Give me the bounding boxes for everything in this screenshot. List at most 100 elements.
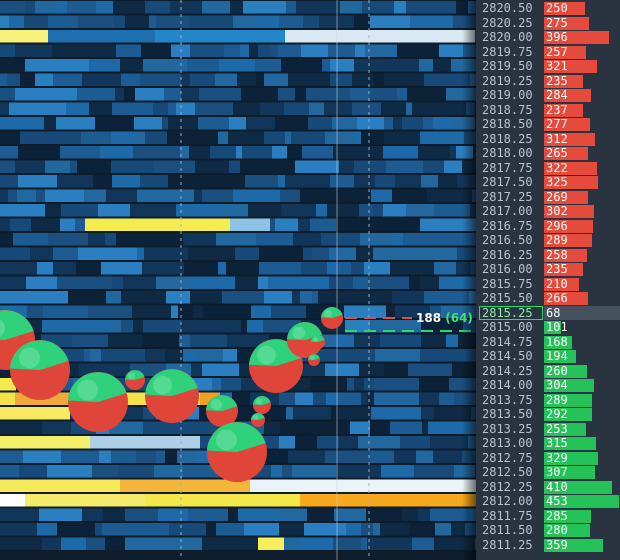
ladder-row-ask[interactable]: 2816.75 296 [476, 219, 620, 233]
ladder-row-bid[interactable]: 2812.75 329 [476, 451, 620, 465]
ladder-row-ask[interactable]: 2819.50 321 [476, 59, 620, 73]
ask-size-bar [544, 219, 593, 233]
ladder-row-bid[interactable]: 2813.25 253 [476, 422, 620, 436]
ladder-row-ask[interactable]: 2820.25 275 [476, 16, 620, 30]
ladder-row-ask[interactable]: 2818.50 277 [476, 117, 620, 131]
price-label: 2819.25 [482, 73, 533, 88]
bid-size-bar [544, 495, 619, 508]
price-label: 2813.00 [482, 436, 533, 450]
ladder-row-bid[interactable]: 2815.00 101 [476, 320, 620, 334]
ask-size-bar [544, 277, 579, 291]
ladder-row-bid[interactable]: 2812.00 453 [476, 494, 620, 508]
price-label: 2815.50 [482, 291, 533, 305]
ladder-row-ask[interactable]: 2819.75 257 [476, 45, 620, 59]
price-label: 2813.50 [482, 407, 533, 421]
ladder-row-bid[interactable]: 2814.25 260 [476, 364, 620, 378]
ladder-row-ask[interactable]: 2819.00 284 [476, 88, 620, 102]
ladder-row-ask[interactable]: 2816.25 258 [476, 248, 620, 262]
ladder-row-ask[interactable]: 2817.25 269 [476, 190, 620, 204]
bid-size-bar [544, 524, 590, 537]
price-label: 2813.75 [482, 392, 533, 407]
price-label: 2818.75 [482, 102, 533, 117]
price-label: 2820.00 [482, 30, 533, 44]
last-size-label: 68 [546, 305, 561, 320]
ask-size-label: 250 [546, 1, 568, 15]
price-label: 2813.25 [482, 421, 533, 436]
bid-size-label: 260 [546, 363, 568, 378]
ladder-row-ask[interactable]: 2816.50 289 [476, 233, 620, 247]
price-label: 2819.50 [482, 59, 533, 73]
price-label: 2818.50 [482, 117, 533, 131]
ladder-row-ask[interactable]: 2817.00 302 [476, 204, 620, 218]
ladder-row-ask[interactable]: 2818.00 265 [476, 146, 620, 160]
ladder-row-bid[interactable]: 2814.00 304 [476, 378, 620, 392]
ladder-row-bid[interactable]: 2813.75 289 [476, 393, 620, 407]
ask-size-bar [544, 89, 591, 102]
ladder-row-ask[interactable]: 2815.50 266 [476, 291, 620, 305]
ladder-row-bid[interactable]: 2811.25 359 [476, 538, 620, 552]
ladder-row-bid[interactable]: 2812.25 410 [476, 480, 620, 494]
liquidity-streak [230, 218, 270, 231]
price-label: 2817.50 [482, 175, 533, 189]
ask-size-bar [544, 161, 597, 175]
ask-size-label: 325 [546, 175, 568, 189]
price-label: 2818.25 [482, 131, 533, 146]
ladder-row-bid[interactable]: 2811.50 280 [476, 523, 620, 537]
price-label: 2819.00 [482, 88, 533, 102]
ladder-row-ask[interactable]: 2819.25 235 [476, 74, 620, 88]
price-label: 2816.50 [482, 233, 533, 247]
ask-size-label: 289 [546, 233, 568, 247]
ask-size-bar [544, 205, 594, 218]
bid-size-label: 253 [546, 421, 568, 436]
ask-size-label: 235 [546, 262, 568, 276]
ladder-row-ask[interactable]: 2818.75 237 [476, 103, 620, 117]
ladder-row-bid[interactable]: 2813.50 292 [476, 407, 620, 421]
heatmap-canvas [0, 0, 476, 560]
ask-size-label: 266 [546, 291, 568, 305]
ask-size-label: 296 [546, 218, 568, 233]
liquidity-streak [250, 479, 476, 492]
ask-size-bar [544, 16, 589, 30]
ladder-row-ask[interactable]: 2820.50 250 [476, 1, 620, 15]
bid-size-label: 292 [546, 407, 568, 421]
ladder-row-bid[interactable]: 2813.00 315 [476, 436, 620, 450]
price-label: 2820.50 [482, 1, 533, 15]
ladder-row-last[interactable]: 2815.25 68 [476, 305, 620, 320]
ladder-row-ask[interactable]: 2820.00 396 [476, 30, 620, 44]
ladder-row-bid[interactable]: 2811.75 285 [476, 509, 620, 523]
price-label: 2812.50 [482, 465, 533, 479]
bid-size-label: 101 [546, 320, 568, 334]
last-price-box [479, 305, 543, 320]
price-label: 2816.75 [482, 218, 533, 233]
ladder-row-bid[interactable]: 2814.50 194 [476, 349, 620, 363]
bid-size-bar [544, 451, 598, 465]
bid-size-label: 280 [546, 523, 568, 537]
price-label: 2812.25 [482, 479, 533, 494]
liquidity-streak [285, 30, 475, 43]
bid-size-label: 289 [546, 392, 568, 407]
ladder-row-ask[interactable]: 2818.25 312 [476, 132, 620, 146]
ask-size-bar [544, 31, 609, 44]
ask-size-bar [544, 45, 586, 59]
ask-size-label: 237 [546, 102, 568, 117]
last-trade-delta: (64) [445, 311, 473, 325]
ladder-row-ask[interactable]: 2817.75 322 [476, 161, 620, 175]
price-label: 2816.00 [482, 262, 533, 276]
ladder-row-ask[interactable]: 2817.50 325 [476, 175, 620, 189]
liquidity-streak [48, 30, 158, 43]
price-ladder[interactable]: 2820.50 250 2820.25 275 2820.00 396 2819.75 257… [476, 0, 620, 560]
price-label: 2817.75 [482, 160, 533, 175]
ladder-row-bid[interactable]: 2814.75 168 [476, 335, 620, 349]
ladder-row-ask[interactable]: 2815.75 210 [476, 277, 620, 291]
price-label: 2819.75 [482, 44, 533, 59]
ask-size-bar [544, 147, 588, 160]
price-label: 2812.00 [482, 494, 533, 508]
ladder-row-bid[interactable]: 2812.50 307 [476, 465, 620, 479]
ladder-row-ask[interactable]: 2816.00 235 [476, 262, 620, 276]
liquidity-heatmap[interactable]: 188 (64) [0, 0, 476, 560]
bid-size-bar [544, 538, 603, 552]
last-trade-label: 188 (64) [416, 311, 473, 325]
bid-size-bar [544, 393, 592, 407]
liquidity-streak [0, 378, 16, 391]
bid-size-bar [544, 364, 587, 378]
